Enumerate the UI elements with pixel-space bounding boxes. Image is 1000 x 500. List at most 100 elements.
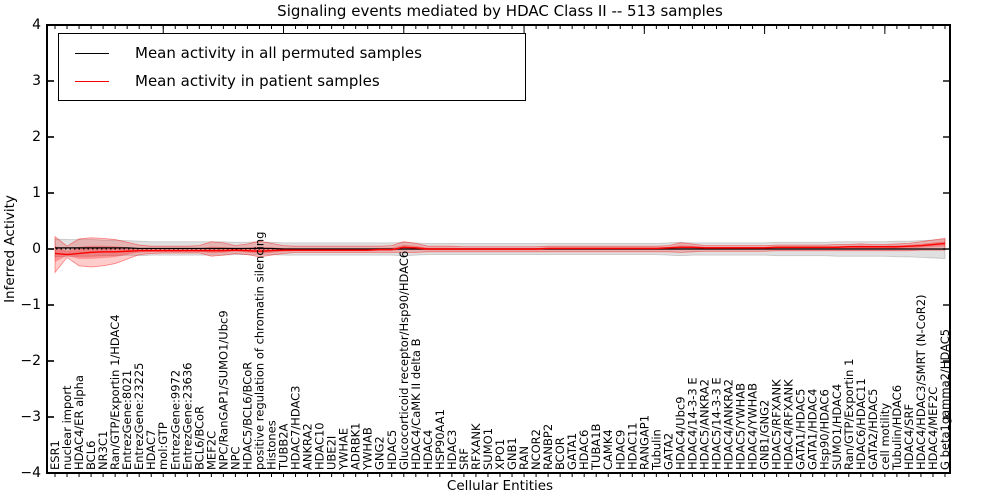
x-tick-label: CAMK4	[601, 429, 615, 470]
x-tick-label: mol:GTP	[156, 422, 170, 470]
x-tick-label: NR3C1	[96, 431, 110, 470]
x-tick-label: HDAC7/HDAC3	[289, 386, 303, 471]
x-tick-label: GNG2	[373, 436, 387, 470]
x-tick-label: HDAC5/ANKRA2	[697, 379, 711, 470]
x-axis-label: Cellular Entities	[446, 478, 554, 494]
x-tick-label: Histones	[264, 420, 278, 470]
x-tick-label: GNB1/GNG2	[758, 400, 772, 470]
x-tick-label: nuclear import	[60, 385, 74, 470]
x-tick-label: NCOR2	[529, 429, 543, 470]
x-tick-label: TUBA1B	[589, 423, 603, 471]
x-tick-label: HDAC5/BCL6/BCoR	[240, 362, 254, 470]
x-tick-label: HDAC6	[577, 430, 591, 470]
x-tick-label: EntrezGene:9972	[168, 370, 182, 470]
x-tick-label: NPC/RanGAP1/SUMO1/Ubc9	[216, 310, 230, 470]
x-tick-label: Hsp90/HDAC6	[818, 389, 832, 470]
x-tick-label: RANGAP1	[637, 415, 651, 470]
chart-title: Signaling events mediated by HDAC Class …	[277, 2, 723, 20]
x-tick-label: YWHAB	[361, 427, 375, 471]
x-tick-label: HDAC4/Ubc9	[673, 396, 687, 470]
x-tick-label: RFXANK	[469, 423, 483, 470]
x-tick-label: HDAC4/CaMK II delta B	[409, 338, 423, 470]
legend-item-patient: Mean activity in patient samples	[75, 67, 525, 95]
x-tick-label: HDAC4/HDAC3/SMRT (N-CoR2)	[914, 294, 928, 470]
x-tick-label: UBE2I	[325, 436, 339, 470]
axes-frame	[46, 24, 951, 474]
x-tick-label: GATA1/HDAC5	[794, 389, 808, 470]
x-tick-label: HDAC4	[421, 430, 435, 470]
y-tick-label: 4	[32, 17, 41, 33]
patient-line-swatch	[75, 80, 109, 82]
x-tick-label: HDAC7	[144, 430, 158, 470]
patient-band-inner	[55, 241, 945, 263]
x-tick-label: SUMO1	[481, 428, 495, 470]
y-axis-label: Inferred Activity	[2, 195, 18, 303]
x-tick-label: positive regulation of chromatin silenci…	[252, 232, 266, 470]
x-tick-label: GNB1	[505, 437, 519, 470]
x-tick-label: GATA2/HDAC5	[866, 389, 880, 470]
x-tick-label: HDAC5/YWHAB	[734, 383, 748, 470]
x-tick-label: HDAC4/RFXANK	[782, 379, 796, 470]
x-tick-label: GATA1/HDAC4	[806, 389, 820, 470]
x-tick-label: HDAC3	[445, 430, 459, 470]
x-tick-label: HDAC4/14-3-3 E	[685, 377, 699, 470]
x-tick-label: MEF2C	[204, 431, 218, 470]
x-tick-label: Ran/GTP/Exportin 1	[842, 359, 856, 470]
x-tick-label: HDAC5/14-3-3 E	[709, 377, 723, 470]
x-tick-label: HDAC5/RFXANK	[770, 379, 784, 470]
x-tick-label: cell motility	[878, 403, 892, 470]
y-tick-label: 1	[32, 185, 41, 201]
y-tick-label: −1	[20, 297, 41, 313]
x-tick-label: TUBB2A	[277, 423, 291, 471]
x-tick-label: NPC	[228, 446, 242, 470]
x-tick-label: SUMO1/HDAC4	[830, 384, 844, 470]
x-tick-label: XPO1	[493, 439, 507, 470]
x-tick-label: SRF	[457, 448, 471, 470]
legend-item-permuted: Mean activity in all permuted samples	[75, 39, 525, 67]
y-tick-label: 0	[32, 241, 41, 257]
x-tick-label: ESR1	[48, 440, 62, 470]
x-tick-label: Tubulin/HDAC6	[890, 385, 904, 471]
x-tick-label: HDAC4/MEF2C	[926, 387, 940, 470]
patient-band	[54, 235, 946, 274]
x-tick-label: BCL6	[84, 441, 98, 470]
x-tick-label: YWHAE	[337, 428, 351, 471]
permuted-line-swatch	[75, 52, 109, 54]
x-tick-label: EntrezGene:23636	[180, 363, 194, 470]
x-tick-label: Ran/GTP/Exportin 1/HDAC4	[108, 314, 122, 470]
x-tick-label: HDAC4/ER alpha	[72, 375, 86, 470]
x-tick-label: ADRBK1	[349, 423, 363, 470]
x-tick-label: ANKRA2	[301, 423, 315, 470]
x-tick-label: EntrezGene:8021	[120, 370, 134, 470]
x-tick-label: HDAC10	[313, 422, 327, 470]
x-tick-label: HDAC6/HDAC11	[854, 378, 868, 470]
x-tick-label: RANBP2	[541, 424, 555, 470]
y-tick-label: 2	[32, 129, 41, 145]
x-tick-label: HDAC4/SRF	[902, 404, 916, 470]
x-tick-label: RAN	[517, 446, 531, 470]
y-tick-label: −3	[20, 409, 41, 425]
y-tick-label: 3	[32, 73, 41, 89]
x-tick-label: HDAC11	[625, 422, 639, 470]
y-tick-labels: 4 3 2 1 0 −1 −2 −3 −4	[20, 17, 41, 481]
x-tick-label: Tubulin	[649, 429, 663, 471]
patient-mean-line	[54, 242, 946, 256]
x-tick-label: HSP90AA1	[433, 409, 447, 470]
x-tick-label: BCL6/BCoR	[192, 406, 206, 470]
x-tick-label: Glucocorticoid receptor/Hsp90/HDAC6	[397, 251, 411, 470]
y-tick-label: −4	[20, 465, 41, 481]
x-tick-label: EntrezGene:23225	[132, 363, 146, 470]
x-tick-label: G beta1gamma2/HDAC5	[938, 329, 952, 470]
x-tick-label: HDAC9	[613, 430, 627, 470]
x-tick-label: HDAC5	[385, 430, 399, 470]
x-tick-label: GATA2	[661, 433, 675, 470]
legend: Mean activity in all permuted samples Me…	[58, 33, 526, 101]
x-tick-label: HDAC4/YWHAB	[746, 383, 760, 470]
y-tick-label: −2	[20, 353, 41, 369]
x-tick-label: GATA1	[565, 433, 579, 470]
legend-label-permuted: Mean activity in all permuted samples	[135, 44, 422, 62]
x-tick-label: HDAC4/ANKRA2	[722, 379, 736, 470]
